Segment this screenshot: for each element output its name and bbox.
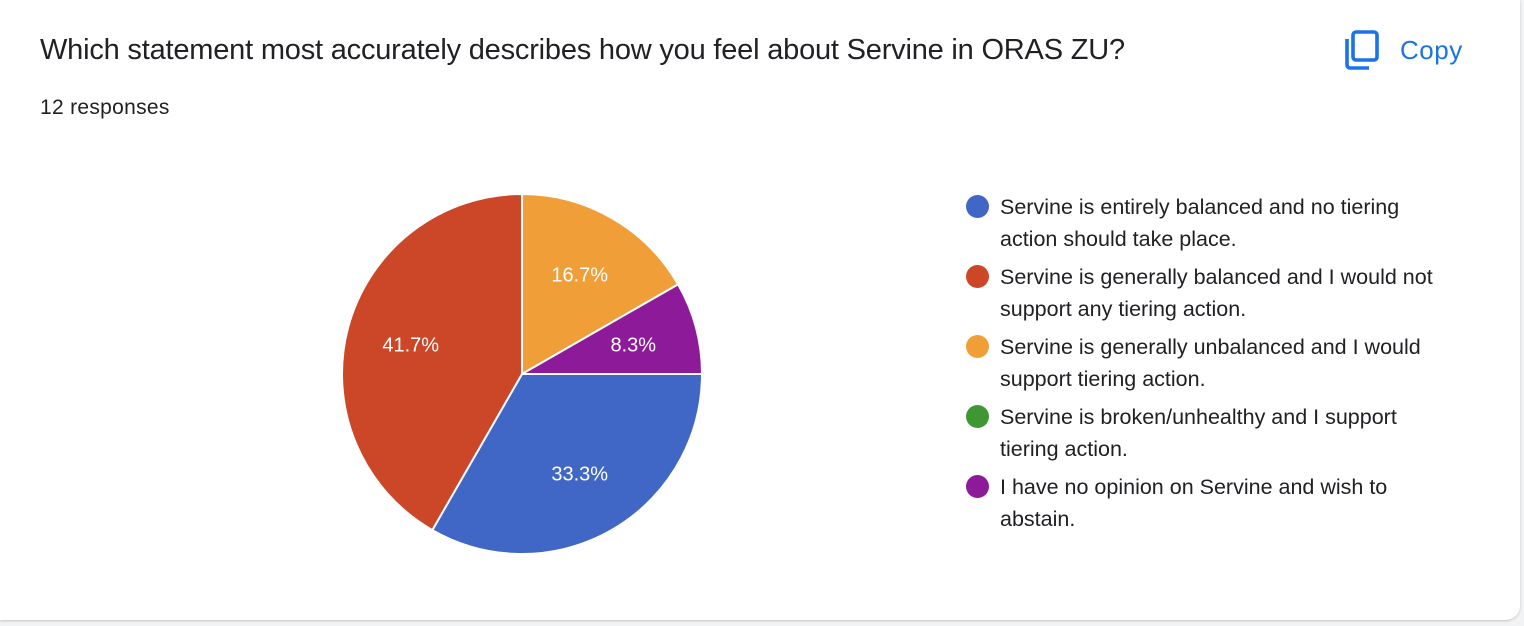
pie-slice[interactable] xyxy=(521,192,680,376)
legend-item[interactable]: Servine is entirely balanced and no tier… xyxy=(964,192,1464,255)
legend-color-dot xyxy=(966,335,989,358)
legend-color-dot xyxy=(966,195,989,218)
pie-slice[interactable] xyxy=(430,373,704,555)
legend-item[interactable]: Servine is generally balanced and I woul… xyxy=(964,262,1464,325)
legend-label: Servine is broken/unhealthy and I suppor… xyxy=(1000,405,1397,461)
legend-item[interactable]: Servine is broken/unhealthy and I suppor… xyxy=(964,402,1464,465)
legend-label: Servine is generally balanced and I woul… xyxy=(1000,265,1433,321)
legend-label: Servine is entirely balanced and no tier… xyxy=(1000,195,1400,251)
copy-icon xyxy=(1344,30,1380,70)
legend-item[interactable]: Servine is generally unbalanced and I wo… xyxy=(964,332,1464,395)
slice-percent-label: 16.7% xyxy=(551,264,608,286)
pie-chart: 16.7% 8.3% 33.3% 41.7% xyxy=(341,192,704,555)
response-count: 12 responses xyxy=(40,96,170,119)
copy-button-label: Copy xyxy=(1400,34,1463,65)
chart-legend: Servine is entirely balanced and no tier… xyxy=(964,192,1464,542)
slice-percent-label: 8.3% xyxy=(611,334,657,356)
legend-label: Servine is generally unbalanced and I wo… xyxy=(1000,335,1421,391)
legend-color-dot xyxy=(966,475,989,498)
legend-item[interactable]: I have no opinion on Servine and wish to… xyxy=(964,472,1464,535)
question-title: Which statement most accurately describe… xyxy=(40,34,1125,66)
pie-slice[interactable] xyxy=(518,282,704,375)
slice-percent-label: 41.7% xyxy=(382,334,439,356)
copy-button[interactable]: Copy xyxy=(1334,22,1473,78)
pie-slice[interactable] xyxy=(341,192,523,532)
legend-label: I have no opinion on Servine and wish to… xyxy=(1000,475,1388,531)
slice-percent-label: 33.3% xyxy=(551,464,608,486)
legend-color-dot xyxy=(966,265,989,288)
legend-color-dot xyxy=(966,405,989,428)
